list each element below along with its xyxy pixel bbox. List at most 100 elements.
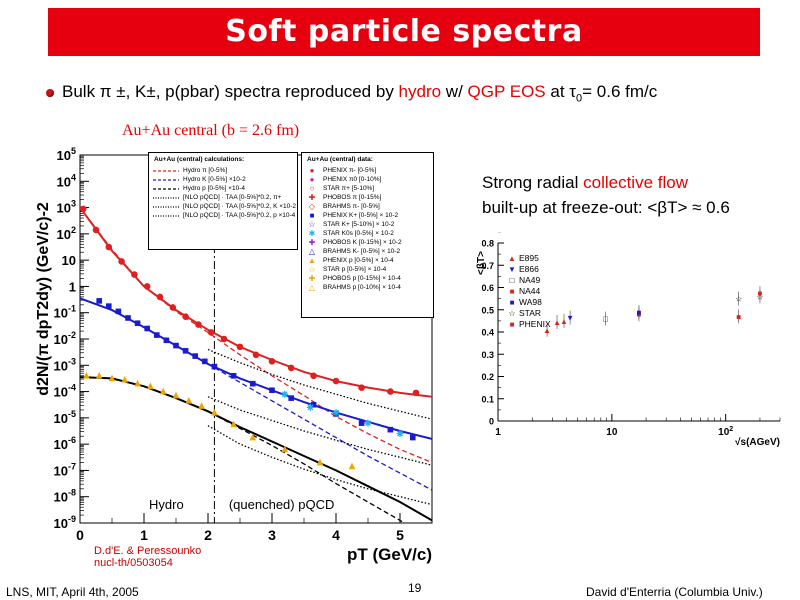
data-point — [269, 387, 275, 394]
legend-label: BRAHMS p [0-10%] × 10-4 — [323, 284, 401, 291]
y-tick-label: 10-6 — [54, 435, 76, 452]
data-legend-item: ☆ STAR p [0-5%] × 10-4 — [302, 265, 433, 274]
marker-icon: ☆ — [508, 309, 516, 318]
hydro-region-label: Hydro — [149, 497, 184, 512]
beta-point-wa98: ■ — [637, 308, 642, 317]
curve-nlo-pqcd- — [207, 348, 432, 420]
data-point — [306, 403, 314, 411]
flow-caption: Strong radial collective flow built-up a… — [482, 170, 730, 220]
data-point — [192, 353, 198, 359]
centrality-label: Au+Au central (b = 2.6 fm) — [122, 122, 300, 139]
data-point — [121, 375, 129, 383]
data-point — [396, 430, 404, 438]
calc-legend-item: Hydro π [0-5%] — [149, 166, 297, 175]
data-point — [364, 419, 372, 427]
data-point — [143, 283, 151, 290]
data-point — [144, 325, 150, 332]
data-point — [172, 391, 180, 399]
legend-label: Hydro K [0-5%] ×10-2 — [183, 176, 246, 183]
data-point — [316, 458, 324, 466]
legend-label: STAR p [0-5%] × 10-4 — [323, 266, 387, 273]
credit: D.d'E. & Peressounko nucl-th/0503054 — [94, 545, 201, 569]
data-point — [332, 377, 340, 385]
marker-icon: ☆ — [308, 220, 316, 229]
data-point — [147, 382, 154, 390]
y-tick-label: 1 — [69, 279, 76, 294]
data-point — [310, 401, 317, 408]
line-swatch-icon — [152, 203, 180, 211]
marker-icon: ■ — [309, 211, 315, 220]
marker-icon: ● — [309, 166, 315, 175]
data-point — [288, 395, 294, 401]
y-tick-label: 10-8 — [54, 488, 76, 505]
marker-icon: ✱ — [308, 229, 316, 238]
footer-right: David d'Enterria (Columbia Univ.) — [586, 585, 763, 599]
data-point — [163, 337, 170, 344]
legend-label: [NLO pQCD] · TAA [0-5%]*0.2, K ×10-2 — [183, 203, 297, 210]
data-point — [169, 304, 177, 311]
data-point — [211, 363, 218, 370]
legend-label: PHENIX π0 [0-10%] — [323, 176, 382, 183]
beta-y-tick-label: 0.4 — [481, 328, 494, 338]
data-point — [134, 379, 141, 387]
data-point — [108, 374, 116, 382]
marker-icon: ● — [309, 175, 315, 184]
data-legend-item: ✚ PHOBOS π [0-15%] — [302, 193, 433, 202]
data-point — [410, 434, 416, 441]
y-tick-label: 10 — [62, 253, 76, 268]
calc-legend-item: Hydro p [0-5%] ×10-4 — [149, 184, 297, 193]
legend-label: PHENIX — [519, 319, 551, 329]
legend-label: STAR — [519, 308, 542, 318]
data-legend-item: ▲ PHENIX p [0-5%] × 10-4 — [302, 256, 433, 265]
data-legend-item: ● PHENIX π0 [0-10%] — [302, 175, 433, 184]
curve-hydro-k-solid- — [80, 297, 432, 440]
beta-x-tick-label: 10 — [606, 427, 618, 438]
marker-icon: ■ — [509, 287, 515, 296]
data-point — [230, 420, 237, 428]
data-legend-item: ✚ PHOBOS K [0-15%] × 10-2 — [302, 238, 433, 247]
marker-icon: ▲ — [308, 256, 316, 265]
data-legend-item: △ BRAHMS K- [0-5%] × 10-2 — [302, 247, 433, 256]
data-point — [159, 387, 167, 395]
legend-label: WA98 — [519, 297, 542, 307]
legend-label: STAR K+ [5-10%] × 10-2 — [323, 221, 395, 228]
calc-legend-title: Au+Au (central) calculations: — [154, 156, 245, 163]
bullet-text-eos: QGP EOS — [467, 82, 546, 101]
legend-label: [NLO pQCD] · TAA [0-5%]*0.2, π+ — [183, 194, 282, 201]
beta-legend-item: ■ NA44 — [506, 286, 551, 297]
beta-point-na49: □ — [603, 315, 608, 324]
flow-caption-line2: built-up at freeze-out: <βT> ≈ 0.6 — [482, 198, 730, 217]
legend-label: PHOBOS π [0-15%] — [323, 194, 382, 201]
legend-label: Hydro p [0-5%] ×10-4 — [183, 185, 245, 192]
curve-nlo-pqcd-k — [207, 396, 432, 466]
calc-legend-item: [NLO pQCD] · TAA [0-5%]*0.2, K ×10-2 — [149, 202, 297, 211]
data-point — [92, 226, 100, 234]
curve-hydro-k-dashed- — [80, 297, 432, 491]
data-point — [95, 372, 103, 379]
data-point — [156, 293, 164, 301]
bullet-text-sub: 0 — [575, 92, 583, 105]
y-tick-label: 105 — [57, 146, 76, 163]
credit-line1: D.d'E. & Peressounko — [94, 545, 202, 557]
line-swatch-icon — [152, 194, 180, 202]
legend-label: E866 — [519, 264, 539, 274]
x-tick-label: 4 — [332, 527, 340, 543]
x-tick-label: 5 — [396, 527, 404, 543]
beta-legend-item: ■ PHENIX — [506, 319, 551, 330]
data-point — [387, 426, 394, 433]
data-point — [220, 335, 228, 343]
legend-label: BRAHMS π- [0-5%] — [323, 203, 380, 210]
beta-y-tick-label: 0.3 — [481, 350, 494, 360]
spectra-plot: 10-910-810-710-610-510-410-310-210-11101… — [35, 146, 433, 564]
data-point — [79, 205, 87, 213]
beta-legend-item: ☆ STAR — [506, 308, 551, 319]
data-point — [182, 313, 189, 320]
bullet-icon — [46, 88, 54, 97]
data-point — [115, 308, 122, 315]
data-legend-item: ✚ PHOBOS p [0-15%] × 10-4 — [302, 274, 433, 283]
beta-y-tick-label: 0.2 — [481, 372, 494, 382]
x-tick-label: 2 — [204, 527, 212, 543]
data-point — [96, 298, 102, 304]
flow-caption-text: Strong radial — [482, 173, 584, 192]
data-point — [118, 258, 125, 265]
